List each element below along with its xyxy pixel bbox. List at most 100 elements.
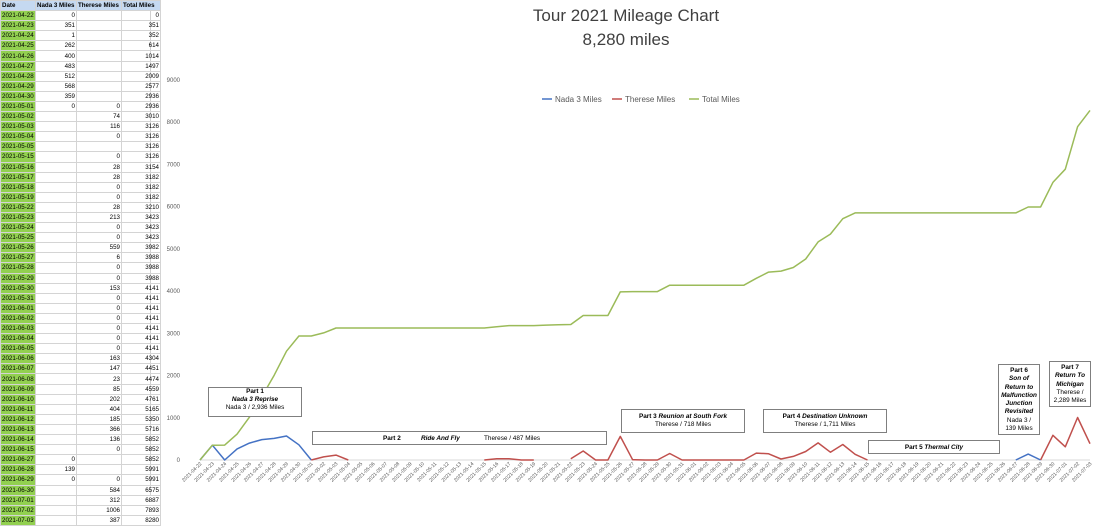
value-cell[interactable]: 8280	[121, 514, 161, 526]
value-cell[interactable]	[35, 322, 77, 335]
value-cell[interactable]: 584	[76, 484, 122, 496]
value-cell[interactable]: 139	[35, 464, 77, 476]
value-cell[interactable]: 163	[76, 353, 122, 365]
date-cell[interactable]: 2021-05-01	[0, 100, 36, 113]
value-cell[interactable]: 7893	[121, 504, 161, 516]
value-cell[interactable]: 559	[76, 242, 122, 254]
value-cell[interactable]: 0	[76, 343, 122, 355]
value-cell[interactable]	[35, 211, 77, 224]
value-cell[interactable]: 6	[76, 252, 122, 264]
value-cell[interactable]	[35, 423, 77, 436]
value-cell[interactable]	[76, 454, 122, 466]
value-cell[interactable]: 0	[76, 444, 122, 456]
value-cell[interactable]	[35, 151, 77, 163]
date-cell[interactable]: 2021-06-11	[0, 403, 36, 415]
value-cell[interactable]: 0	[76, 302, 122, 314]
value-cell[interactable]: 351	[35, 20, 77, 32]
value-cell[interactable]	[76, 141, 122, 153]
date-cell[interactable]: 2021-05-26	[0, 242, 36, 254]
value-cell[interactable]: 0	[76, 191, 122, 203]
date-cell[interactable]: 2021-06-10	[0, 393, 36, 405]
value-cell[interactable]: 359	[35, 90, 77, 102]
value-cell[interactable]	[35, 232, 77, 244]
value-cell[interactable]	[35, 262, 77, 274]
value-cell[interactable]	[35, 252, 77, 264]
date-cell[interactable]: 2021-05-27	[0, 252, 36, 264]
value-cell[interactable]: 0	[76, 474, 122, 486]
value-cell[interactable]: 0	[35, 474, 77, 486]
value-cell[interactable]	[35, 171, 77, 183]
value-cell[interactable]: 387	[76, 514, 122, 526]
date-cell[interactable]: 2021-06-13	[0, 423, 36, 436]
date-cell[interactable]: 2021-05-23	[0, 211, 36, 224]
value-cell[interactable]: 0	[76, 151, 122, 163]
value-cell[interactable]	[76, 50, 122, 62]
value-cell[interactable]	[35, 484, 77, 496]
date-cell[interactable]: 2021-05-05	[0, 141, 36, 153]
date-cell[interactable]: 2021-06-12	[0, 413, 36, 425]
value-cell[interactable]	[35, 161, 77, 173]
date-cell[interactable]: 2021-06-08	[0, 373, 36, 385]
value-cell[interactable]: 483	[35, 60, 77, 72]
date-cell[interactable]: 2021-05-15	[0, 151, 36, 163]
value-cell[interactable]	[76, 90, 122, 102]
value-cell[interactable]: 85	[76, 383, 122, 395]
value-cell[interactable]	[76, 20, 122, 32]
date-cell[interactable]: 2021-07-01	[0, 494, 36, 506]
value-cell[interactable]: 1006	[76, 504, 122, 516]
date-cell[interactable]: 2021-05-03	[0, 121, 36, 133]
value-cell[interactable]: 0	[76, 292, 122, 304]
value-cell[interactable]: 0	[35, 454, 77, 466]
value-cell[interactable]: 312	[76, 494, 122, 506]
value-cell[interactable]: 366	[76, 423, 122, 436]
value-cell[interactable]	[76, 464, 122, 476]
value-cell[interactable]	[35, 343, 77, 355]
value-cell[interactable]	[35, 191, 77, 203]
value-cell[interactable]	[35, 181, 77, 193]
date-cell[interactable]: 2021-05-18	[0, 181, 36, 193]
date-cell[interactable]: 2021-06-14	[0, 434, 36, 446]
value-cell[interactable]	[35, 363, 77, 375]
date-cell[interactable]: 2021-06-02	[0, 312, 36, 325]
value-cell[interactable]: 23	[76, 373, 122, 385]
value-cell[interactable]: 147	[76, 363, 122, 375]
column-header[interactable]: Date	[0, 0, 36, 12]
value-cell[interactable]: 116	[76, 121, 122, 133]
date-cell[interactable]: 2021-04-24	[0, 30, 36, 42]
value-cell[interactable]: 0	[76, 312, 122, 325]
value-cell[interactable]: 136	[76, 434, 122, 446]
date-cell[interactable]: 2021-07-03	[0, 514, 36, 526]
date-cell[interactable]: 2021-04-22	[0, 10, 36, 22]
value-cell[interactable]: 153	[76, 282, 122, 294]
value-cell[interactable]: 0	[76, 232, 122, 244]
column-header[interactable]: Nada 3 Miles	[35, 0, 77, 12]
date-cell[interactable]: 2021-06-09	[0, 383, 36, 395]
date-cell[interactable]: 2021-06-15	[0, 444, 36, 456]
value-cell[interactable]	[35, 444, 77, 456]
date-cell[interactable]: 2021-06-06	[0, 353, 36, 365]
value-cell[interactable]: 404	[76, 403, 122, 415]
value-cell[interactable]: 0	[76, 333, 122, 345]
value-cell[interactable]	[35, 393, 77, 405]
value-cell[interactable]	[76, 80, 122, 92]
value-cell[interactable]: 0	[76, 272, 122, 284]
value-cell[interactable]	[76, 30, 122, 42]
value-cell[interactable]	[35, 514, 77, 526]
value-cell[interactable]	[35, 302, 77, 314]
value-cell[interactable]	[76, 60, 122, 72]
date-cell[interactable]: 2021-04-25	[0, 40, 36, 52]
value-cell[interactable]: 0	[76, 100, 122, 113]
value-cell[interactable]: 400	[35, 50, 77, 62]
date-cell[interactable]: 2021-05-25	[0, 232, 36, 244]
value-cell[interactable]: 512	[35, 70, 77, 82]
value-cell[interactable]	[35, 242, 77, 254]
date-cell[interactable]: 2021-05-24	[0, 222, 36, 234]
date-cell[interactable]: 2021-05-17	[0, 171, 36, 183]
date-cell[interactable]: 2021-05-31	[0, 292, 36, 304]
value-cell[interactable]	[35, 121, 77, 133]
value-cell[interactable]	[35, 282, 77, 294]
value-cell[interactable]: 262	[35, 40, 77, 52]
value-cell[interactable]	[35, 383, 77, 395]
date-cell[interactable]: 2021-04-28	[0, 70, 36, 82]
value-cell[interactable]	[35, 373, 77, 385]
